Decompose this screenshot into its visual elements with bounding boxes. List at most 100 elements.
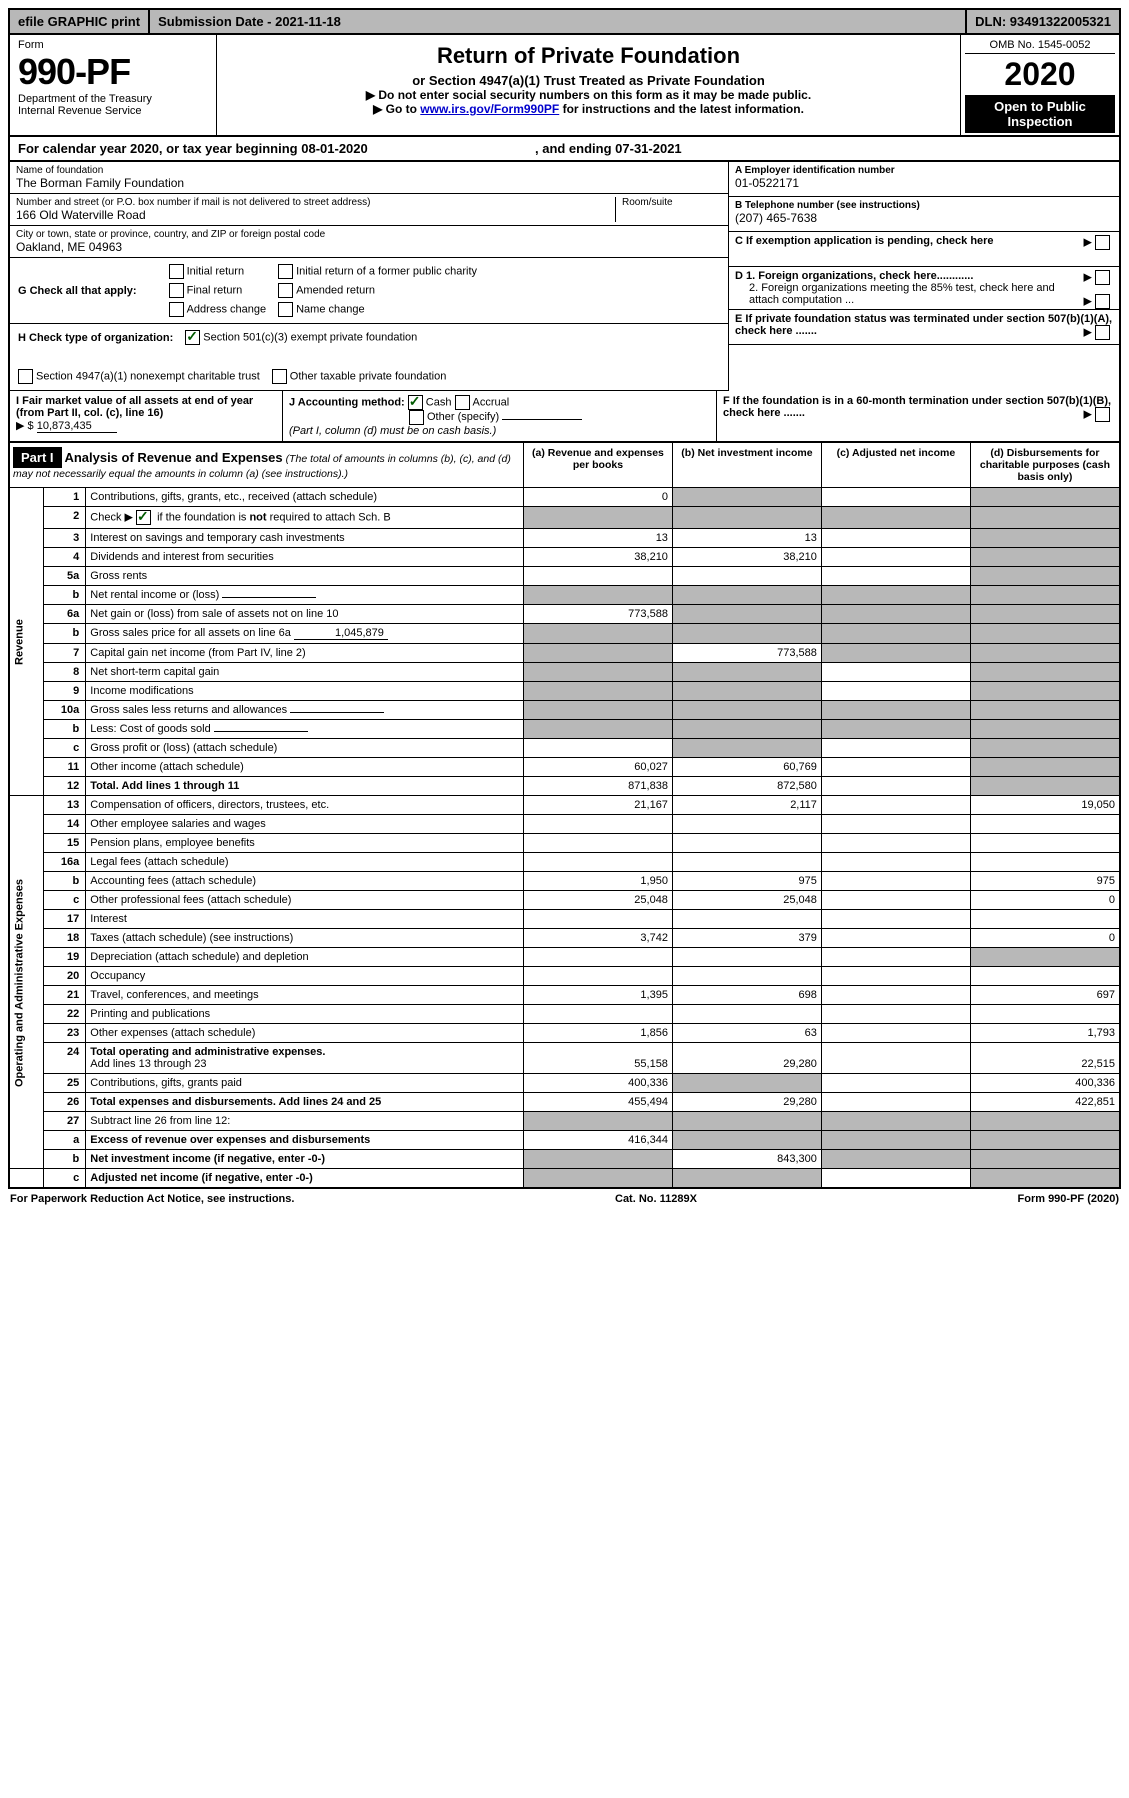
- table-row: 24Total operating and administrative exp…: [9, 1043, 1120, 1074]
- line-2-desc: Check ▶ if the foundation is not require…: [86, 507, 524, 529]
- checkbox-d2[interactable]: [1095, 294, 1110, 309]
- line-6b-desc: Gross sales price for all assets on line…: [86, 624, 524, 644]
- line-24-desc: Total operating and administrative expen…: [86, 1043, 524, 1074]
- form-number: 990-PF: [18, 51, 208, 93]
- line-16b-desc: Accounting fees (attach schedule): [86, 872, 524, 891]
- checkbox-accrual[interactable]: [455, 395, 470, 410]
- checkbox-f[interactable]: [1095, 407, 1110, 422]
- form-link[interactable]: www.irs.gov/Form990PF: [420, 102, 559, 116]
- cal-begin: 08-01-2020: [301, 141, 368, 156]
- line-12-desc: Total. Add lines 1 through 11: [86, 777, 524, 796]
- line-16b-b: 975: [672, 872, 821, 891]
- f-cell: F If the foundation is in a 60-month ter…: [717, 391, 1119, 441]
- line-24-b: 29,280: [672, 1043, 821, 1074]
- cal-text2: , and ending: [535, 141, 615, 156]
- addr-label: Number and street (or P.O. box number if…: [16, 197, 615, 208]
- checkbox-other-taxable[interactable]: [272, 369, 287, 384]
- part1-title: Analysis of Revenue and Expenses: [64, 450, 282, 465]
- line-17-desc: Interest: [86, 910, 524, 929]
- line-26-desc: Total expenses and disbursements. Add li…: [86, 1093, 524, 1112]
- line-14-desc: Other employee salaries and wages: [86, 815, 524, 834]
- checkbox-4947[interactable]: [18, 369, 33, 384]
- room-label: Room/suite: [622, 197, 722, 208]
- ijf-row: I Fair market value of all assets at end…: [8, 391, 1121, 442]
- line-11-desc: Other income (attach schedule): [86, 758, 524, 777]
- line-20-desc: Occupancy: [86, 967, 524, 986]
- city-cell: City or town, state or province, country…: [10, 226, 728, 258]
- line-15-desc: Pension plans, employee benefits: [86, 834, 524, 853]
- checkbox-d1[interactable]: [1095, 270, 1110, 285]
- line-6a-desc: Net gain or (loss) from sale of assets n…: [86, 605, 524, 624]
- d2-label: 2. Foreign organizations meeting the 85%…: [749, 282, 1055, 306]
- col-d-header: (d) Disbursements for charitable purpose…: [970, 443, 1120, 488]
- line-25-a: 400,336: [523, 1074, 672, 1093]
- part1-table: Part I Analysis of Revenue and Expenses …: [8, 442, 1121, 1189]
- g-opt-3: Amended return: [296, 284, 375, 296]
- checkbox-amended[interactable]: [278, 283, 293, 298]
- table-row: 6aNet gain or (loss) from sale of assets…: [9, 605, 1120, 624]
- checkbox-schb[interactable]: [136, 510, 151, 525]
- checkbox-name-change[interactable]: [278, 302, 293, 317]
- efile-label: efile GRAPHIC print: [10, 10, 150, 33]
- table-row: 22Printing and publications: [9, 1005, 1120, 1024]
- c-cell: C If exemption application is pending, c…: [729, 232, 1119, 267]
- line-26-b: 29,280: [672, 1093, 821, 1112]
- line-12-a: 871,838: [523, 777, 672, 796]
- line-8-desc: Net short-term capital gain: [86, 663, 524, 682]
- table-row: 14Other employee salaries and wages: [9, 815, 1120, 834]
- e-label: E If private foundation status was termi…: [735, 313, 1112, 337]
- line-16c-a: 25,048: [523, 891, 672, 910]
- checkbox-c[interactable]: [1095, 235, 1110, 250]
- checkbox-initial-former[interactable]: [278, 264, 293, 279]
- city-label: City or town, state or province, country…: [16, 229, 722, 240]
- table-row: 17Interest: [9, 910, 1120, 929]
- h-opt1: Section 501(c)(3) exempt private foundat…: [203, 331, 417, 343]
- footer-right: Form 990-PF (2020): [1018, 1193, 1120, 1205]
- table-row: Operating and Administrative Expenses 13…: [9, 796, 1120, 815]
- i-label: I Fair market value of all assets at end…: [16, 395, 253, 419]
- line-10b-desc: Less: Cost of goods sold: [86, 720, 524, 739]
- line-21-a: 1,395: [523, 986, 672, 1005]
- j-cash: Cash: [426, 396, 452, 408]
- line-21-d: 697: [970, 986, 1120, 1005]
- line-21-b: 698: [672, 986, 821, 1005]
- g-opt-0: Initial return: [187, 265, 244, 277]
- line-27a-desc: Excess of revenue over expenses and disb…: [86, 1131, 524, 1150]
- d-cell: D 1. Foreign organizations, check here..…: [729, 267, 1119, 310]
- line-13-desc: Compensation of officers, directors, tru…: [86, 796, 524, 815]
- table-row: 7Capital gain net income (from Part IV, …: [9, 644, 1120, 663]
- checkbox-other-method[interactable]: [409, 410, 424, 425]
- line-13-a: 21,167: [523, 796, 672, 815]
- checkbox-e[interactable]: [1095, 325, 1110, 340]
- line-27a-a: 416,344: [523, 1131, 672, 1150]
- checkbox-address-change[interactable]: [169, 302, 184, 317]
- table-row: Revenue 1Contributions, gifts, grants, e…: [9, 488, 1120, 507]
- checkbox-cash[interactable]: [408, 395, 423, 410]
- table-row: bNet investment income (if negative, ent…: [9, 1150, 1120, 1169]
- line-16c-d: 0: [970, 891, 1120, 910]
- line-3-a: 13: [523, 529, 672, 548]
- g-opt-5: Name change: [296, 303, 365, 315]
- i-arrow: ▶ $: [16, 420, 34, 432]
- line-26-d: 422,851: [970, 1093, 1120, 1112]
- dln: DLN: 93491322005321: [967, 10, 1119, 33]
- checkbox-501c3[interactable]: [185, 330, 200, 345]
- instr-2: ▶ Go to www.irs.gov/Form990PF for instru…: [225, 102, 952, 116]
- col-a-header: (a) Revenue and expenses per books: [523, 443, 672, 488]
- checkbox-final-return[interactable]: [169, 283, 184, 298]
- checkbox-initial-return[interactable]: [169, 264, 184, 279]
- ein-cell: A Employer identification number 01-0522…: [729, 162, 1119, 197]
- phone-cell: B Telephone number (see instructions) (2…: [729, 197, 1119, 232]
- line-23-a: 1,856: [523, 1024, 672, 1043]
- j-note: (Part I, column (d) must be on cash basi…: [289, 425, 496, 437]
- line-16c-b: 25,048: [672, 891, 821, 910]
- e-cell: E If private foundation status was termi…: [729, 310, 1119, 345]
- table-row: 26Total expenses and disbursements. Add …: [9, 1093, 1120, 1112]
- top-bar: efile GRAPHIC print Submission Date - 20…: [8, 8, 1121, 35]
- table-row: 10aGross sales less returns and allowanc…: [9, 701, 1120, 720]
- line-16c-desc: Other professional fees (attach schedule…: [86, 891, 524, 910]
- line-4-desc: Dividends and interest from securities: [86, 548, 524, 567]
- footer: For Paperwork Reduction Act Notice, see …: [8, 1189, 1121, 1209]
- header-right: OMB No. 1545-0052 2020 Open to Public In…: [961, 35, 1119, 135]
- j-accrual: Accrual: [473, 396, 510, 408]
